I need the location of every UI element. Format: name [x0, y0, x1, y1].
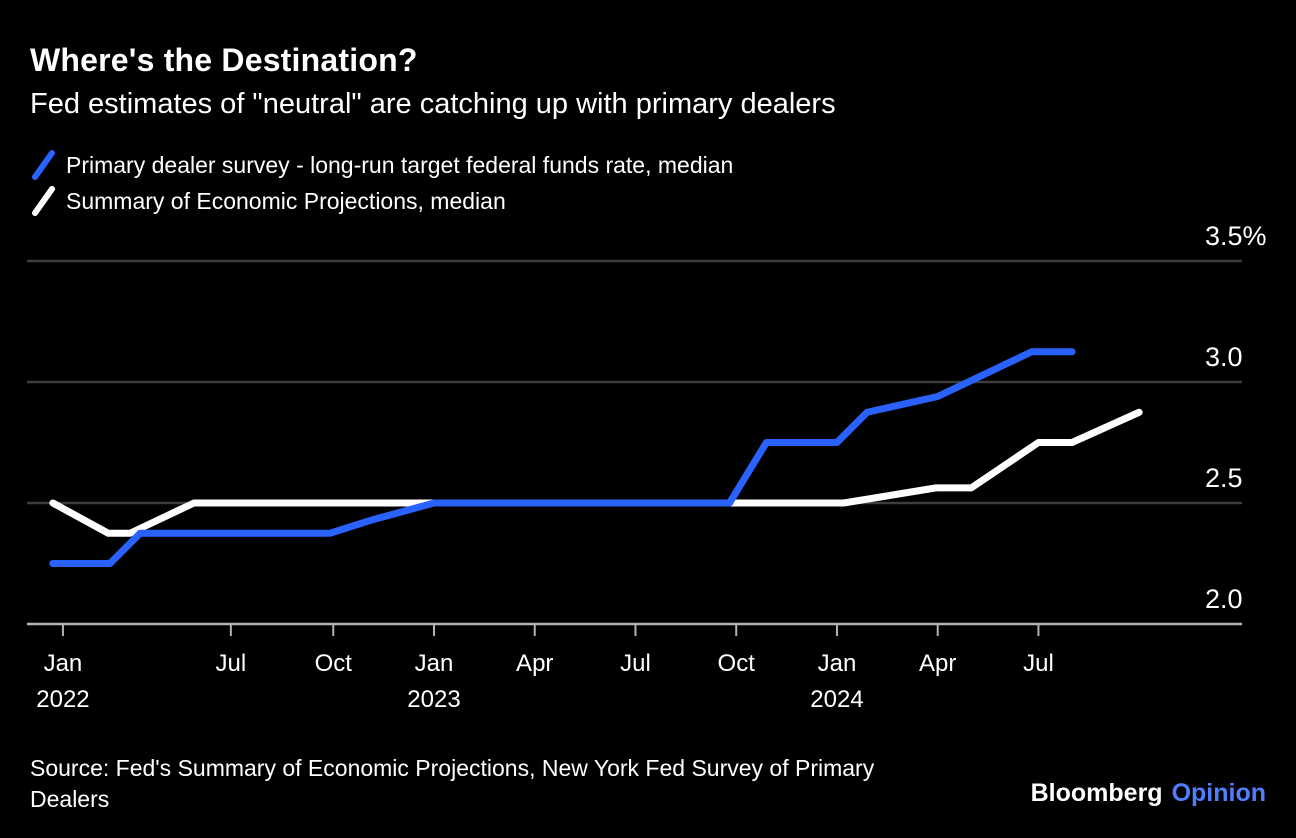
series-line: [49, 348, 1076, 567]
white-slash-icon: [32, 186, 55, 216]
series-line: [49, 408, 1143, 537]
source-note: Source: Fed's Summary of Economic Projec…: [30, 753, 874, 815]
source-line-2: Dealers: [30, 786, 110, 812]
brand-logo: Bloomberg Opinion: [1031, 779, 1266, 808]
legend-item-sep: Summary of Economic Projections, median: [30, 183, 733, 219]
legend-label-sep: Summary of Economic Projections, median: [66, 187, 506, 214]
chart-subtitle: Fed estimates of "neutral" are catching …: [30, 88, 836, 120]
brand-bloomberg: Bloomberg: [1030, 779, 1163, 807]
source-line-1: Source: Fed's Summary of Economic Projec…: [30, 755, 875, 781]
legend: Primary dealer survey - long-run target …: [30, 147, 733, 219]
brand-opinion: Opinion: [1171, 779, 1266, 807]
legend-item-primary-dealer: Primary dealer survey - long-run target …: [30, 147, 733, 183]
blue-slash-icon: [32, 150, 55, 180]
legend-label-primary-dealer: Primary dealer survey - long-run target …: [66, 151, 734, 178]
chart-title: Where's the Destination?: [30, 42, 418, 78]
